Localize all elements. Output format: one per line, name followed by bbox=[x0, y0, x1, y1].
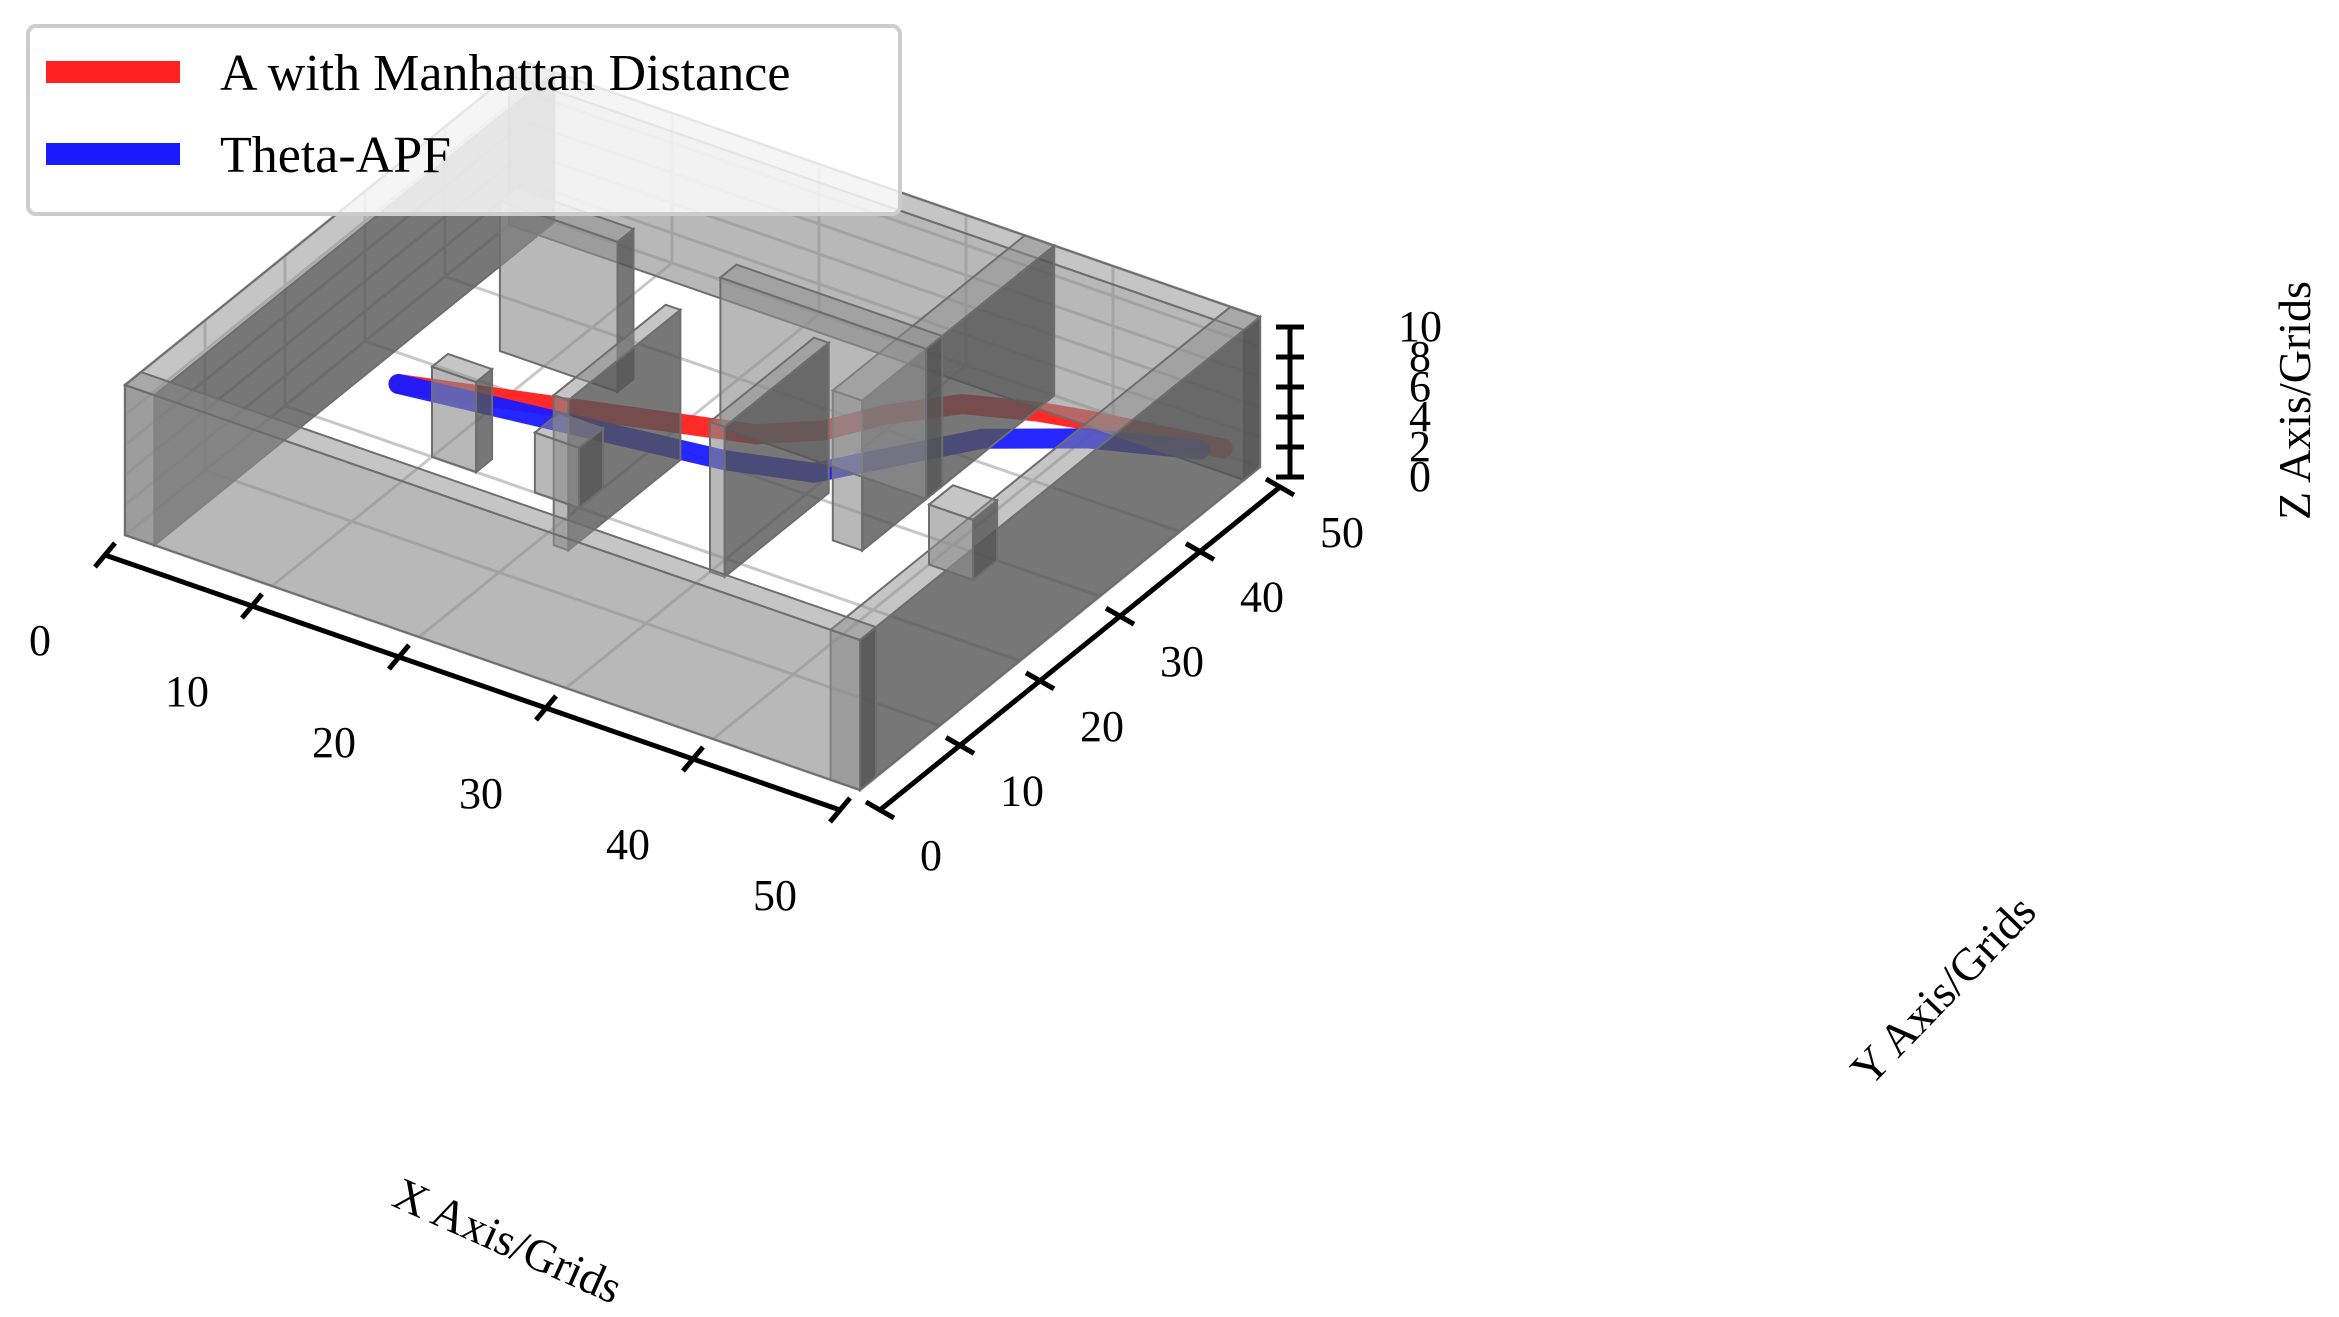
obstacle-block-10 bbox=[926, 484, 1000, 582]
z-tick-label: 8 bbox=[1409, 332, 1431, 381]
obstacle-face bbox=[707, 336, 831, 428]
x-tick-label: 10 bbox=[165, 667, 209, 716]
obstacle-block-6 bbox=[707, 336, 831, 579]
x-tick-label: 30 bbox=[459, 769, 503, 818]
obstacles bbox=[122, 60, 1263, 793]
z-tick-label: 6 bbox=[1409, 362, 1431, 411]
z-tick-label: 0 bbox=[1409, 452, 1431, 501]
x-axis-line bbox=[104, 552, 841, 813]
y-tick bbox=[944, 735, 976, 756]
y-tick bbox=[1184, 541, 1216, 562]
obstacle-face bbox=[926, 484, 1000, 522]
legend: A with Manhattan Distance Theta-APF bbox=[26, 24, 902, 216]
legend-label-a-manhattan: A with Manhattan Distance bbox=[220, 45, 790, 102]
x-tick bbox=[828, 796, 852, 824]
obstacle-face bbox=[859, 624, 877, 793]
x-tick bbox=[93, 541, 117, 569]
z-tick-label: 4 bbox=[1409, 392, 1431, 441]
obstacle-face bbox=[709, 420, 726, 579]
y-axis-title: Y Axis/Grids bbox=[1841, 885, 2046, 1095]
obstacle-face bbox=[925, 333, 944, 502]
z-tick-label: 2 bbox=[1409, 422, 1431, 471]
x-tick-label: 0 bbox=[29, 616, 51, 665]
obstacle-face bbox=[122, 370, 879, 642]
y-tick bbox=[1264, 476, 1296, 498]
y-tick-label: 0 bbox=[920, 831, 942, 880]
x-tick-label: 50 bbox=[753, 871, 797, 920]
obstacle-face bbox=[431, 365, 478, 474]
obstacle-face bbox=[429, 352, 495, 384]
y-tick-label: 30 bbox=[1160, 637, 1204, 686]
obstacle-block-11 bbox=[122, 370, 879, 793]
obstacle-block-9 bbox=[532, 411, 606, 510]
x-axis-title: X Axis/Grids bbox=[386, 1168, 630, 1314]
y-tick-label: 10 bbox=[1000, 766, 1044, 815]
z-tick-label: 10 bbox=[1398, 302, 1442, 351]
y-tick-label: 40 bbox=[1240, 573, 1284, 622]
obstacle-face bbox=[551, 303, 683, 402]
obstacle-face bbox=[475, 367, 494, 475]
x-tick-label: 20 bbox=[312, 718, 356, 767]
legend-label-theta-apf: Theta-APF bbox=[220, 127, 451, 184]
y-axis-line bbox=[878, 485, 1282, 812]
y-tick-label: 20 bbox=[1080, 702, 1124, 751]
x-tick-label: 40 bbox=[606, 820, 650, 869]
z-axis-title: Z Axis/Grids bbox=[2269, 281, 2320, 520]
x-tick bbox=[387, 643, 411, 671]
obstacle-block-8 bbox=[429, 352, 495, 475]
y-tick bbox=[864, 799, 896, 821]
x-tick bbox=[681, 745, 705, 773]
x-tick bbox=[534, 694, 558, 722]
obstacle-face bbox=[718, 263, 945, 351]
y-tick-label: 50 bbox=[1320, 508, 1364, 557]
x-tick bbox=[240, 592, 264, 620]
y-tick bbox=[1024, 670, 1056, 691]
obstacle-face bbox=[532, 411, 606, 449]
legend-box bbox=[26, 24, 902, 216]
y-tick bbox=[1104, 606, 1136, 627]
